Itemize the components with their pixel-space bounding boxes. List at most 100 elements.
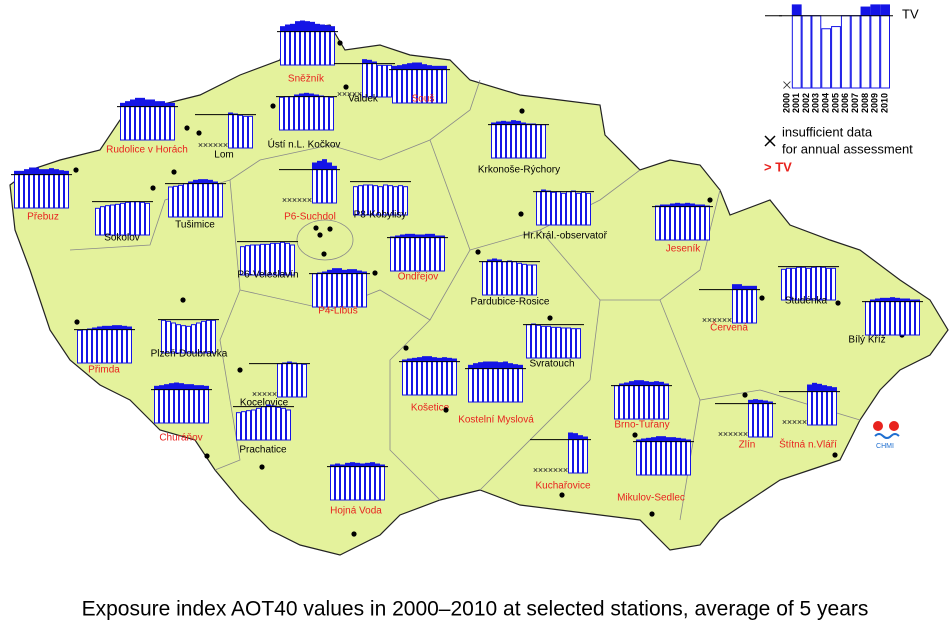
- bar-excess: [345, 463, 350, 467]
- station-dot: [184, 125, 190, 131]
- bar-excess: [900, 299, 905, 302]
- bar: [487, 259, 492, 296]
- bar: [811, 15, 822, 89]
- bar-excess: [503, 362, 508, 369]
- bar: [586, 192, 591, 226]
- bar-excess: [732, 284, 737, 290]
- no-data-mark: [198, 142, 203, 148]
- bar-excess: [312, 163, 317, 170]
- bar-excess: [478, 362, 483, 369]
- station-dot: [547, 315, 553, 321]
- bar: [821, 28, 832, 89]
- bar-excess: [102, 326, 107, 330]
- bar: [410, 233, 415, 272]
- station-dot: [317, 232, 323, 238]
- bar: [355, 462, 360, 501]
- bar-excess: [752, 286, 757, 290]
- bar: [330, 26, 335, 66]
- bar: [345, 462, 350, 501]
- bar: [566, 327, 571, 359]
- bar: [531, 323, 536, 359]
- bar: [527, 264, 532, 296]
- bar: [546, 190, 551, 226]
- no-data-mark: [292, 197, 297, 203]
- bar: [661, 436, 666, 476]
- bar-excess: [342, 270, 347, 274]
- bar-excess: [639, 380, 644, 386]
- no-data-mark: [347, 91, 352, 97]
- bar: [372, 61, 377, 98]
- bar-excess: [367, 60, 372, 64]
- bar: [164, 384, 169, 424]
- bar: [768, 401, 773, 438]
- bar-excess: [427, 65, 432, 70]
- bar: [102, 325, 107, 364]
- bar: [370, 462, 375, 501]
- bar-excess: [501, 121, 506, 125]
- bar: [541, 325, 546, 359]
- bar: [294, 94, 299, 131]
- no-data-mark: [743, 431, 748, 437]
- bar: [130, 201, 135, 236]
- bar: [387, 64, 392, 98]
- bar: [115, 203, 120, 236]
- station-label: Churáňov: [159, 433, 202, 444]
- station-label: Kuchařovice: [535, 481, 590, 492]
- bar: [860, 6, 871, 89]
- station-dot: [313, 225, 319, 231]
- bar-excess: [665, 205, 670, 207]
- station-dot: [327, 226, 333, 232]
- bar-excess: [447, 358, 452, 362]
- no-data-mark: [802, 419, 807, 425]
- bar: [748, 399, 753, 438]
- bar-excess: [150, 100, 155, 107]
- bar: [420, 234, 425, 272]
- station-label: Hojná Voda: [330, 506, 382, 517]
- bar-excess: [496, 122, 501, 125]
- station-dot: [475, 249, 481, 255]
- bar: [422, 356, 427, 396]
- station-dot: [835, 300, 841, 306]
- bar-excess: [332, 166, 337, 170]
- bar: [496, 121, 501, 159]
- bar: [831, 26, 841, 89]
- station-dot: [74, 319, 80, 325]
- station-label: Pardubice-Rosice: [471, 297, 550, 308]
- station-label: P8-Kobylisy: [354, 210, 407, 221]
- bar: [213, 181, 218, 218]
- bar-excess: [127, 327, 132, 330]
- bar: [561, 327, 566, 359]
- bar: [186, 325, 191, 354]
- bar-excess: [468, 365, 473, 369]
- no-data-mark: [783, 81, 791, 89]
- no-data-mark: [712, 317, 717, 323]
- bar: [312, 273, 317, 308]
- bar-excess: [861, 7, 870, 16]
- bar: [395, 235, 400, 272]
- bar: [644, 381, 649, 420]
- bar-excess: [619, 384, 624, 386]
- no-data-mark: [792, 419, 797, 425]
- bar: [280, 26, 285, 66]
- bar-excess: [395, 236, 400, 238]
- bar-excess: [487, 260, 492, 262]
- bar: [407, 358, 412, 396]
- legend-year: 2000: [781, 93, 791, 113]
- station-dot: [321, 251, 327, 257]
- station-label: Sokolov: [104, 233, 140, 244]
- bar: [285, 242, 290, 276]
- bar: [125, 101, 130, 141]
- bar: [440, 235, 445, 272]
- bar-excess: [189, 384, 194, 390]
- bar: [432, 357, 437, 396]
- bar: [526, 324, 531, 359]
- no-data-mark: [548, 467, 553, 473]
- station-label: Valdek: [348, 94, 379, 105]
- bar-excess: [870, 4, 880, 16]
- bar: [161, 319, 166, 354]
- bar: [368, 184, 373, 216]
- legend-year: 2010: [879, 93, 889, 113]
- station-label: Hr.Král.-observatoř: [523, 231, 608, 242]
- bar-excess: [208, 180, 213, 184]
- bar-excess: [198, 179, 203, 184]
